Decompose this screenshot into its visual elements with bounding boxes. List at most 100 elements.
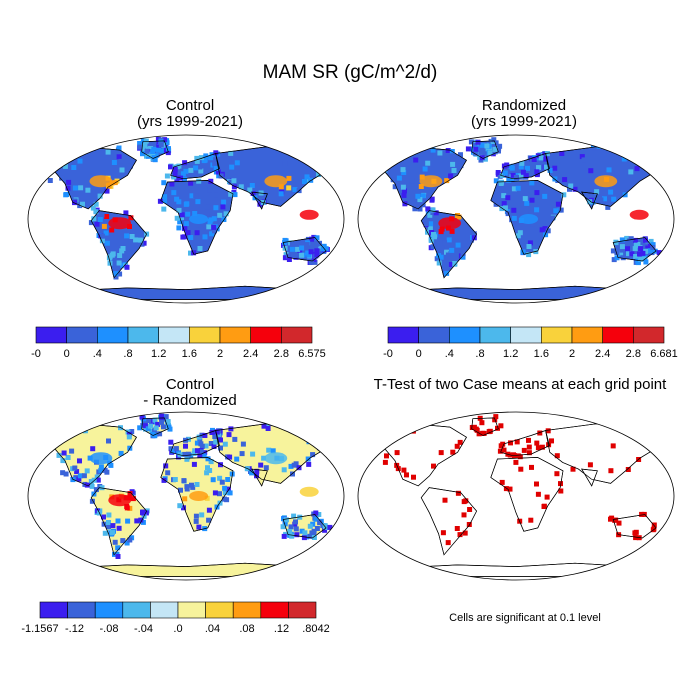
grid-cell — [143, 138, 149, 144]
grid-cell — [497, 448, 503, 454]
colorbar-swatch — [602, 326, 634, 344]
grid-cell — [309, 437, 315, 442]
grid-cell — [64, 155, 70, 161]
grid-cell — [501, 201, 507, 207]
grid-cell — [534, 169, 540, 175]
grid-cell — [44, 431, 50, 437]
grid-cell — [116, 154, 122, 160]
grid-cell — [391, 148, 397, 154]
grid-cell — [502, 205, 508, 211]
grid-cell — [534, 440, 540, 446]
grid-cell — [456, 214, 462, 220]
grid-cell — [218, 445, 223, 451]
grid-cell — [640, 240, 646, 246]
grid-cell — [76, 476, 82, 482]
grid-cell — [462, 530, 468, 536]
grid-cell — [99, 233, 105, 239]
grid-cell — [45, 426, 51, 432]
grid-cell — [222, 441, 228, 447]
grid-cell — [293, 519, 298, 525]
grid-cell — [476, 431, 482, 437]
grid-cell — [110, 251, 116, 257]
grid-cell — [495, 170, 501, 175]
grid-cell — [554, 453, 560, 459]
grid-cell — [104, 214, 110, 219]
grid-cell — [431, 463, 436, 469]
grid-cell — [460, 254, 466, 260]
hotspot-region — [108, 217, 132, 230]
grid-cell — [309, 251, 315, 257]
grid-cell — [538, 155, 544, 161]
grid-cell — [208, 441, 214, 446]
grid-cell — [511, 215, 517, 221]
grid-cell — [419, 174, 425, 180]
grid-cell — [188, 250, 193, 256]
grid-cell — [46, 442, 52, 448]
grid-cell — [393, 153, 399, 159]
grid-cell — [322, 527, 328, 533]
grid-cell — [291, 253, 296, 259]
grid-cell — [97, 217, 103, 222]
grid-cell — [179, 209, 185, 215]
grid-cell — [99, 238, 105, 244]
grid-cell — [157, 431, 163, 437]
grid-cell — [44, 441, 50, 447]
colorbar-swatch — [280, 326, 313, 344]
continent-ant — [61, 562, 308, 577]
grid-cell — [161, 206, 167, 212]
grid-cell — [621, 156, 627, 162]
grid-cell — [184, 456, 190, 462]
grid-cell — [223, 211, 229, 217]
grid-cell — [88, 220, 94, 226]
grid-cell — [639, 511, 645, 517]
grid-cell — [163, 463, 169, 469]
grid-cell — [611, 196, 617, 202]
grid-cell — [498, 181, 504, 186]
grid-cell — [418, 184, 424, 189]
grid-cell — [545, 428, 551, 434]
grid-cell — [518, 173, 524, 179]
grid-cell — [195, 199, 201, 205]
grid-cell — [431, 232, 436, 237]
grid-cell — [221, 199, 227, 205]
grid-cell — [249, 183, 255, 188]
grid-cell — [294, 532, 300, 538]
coastline-au — [612, 514, 657, 539]
grid-cell — [124, 505, 130, 511]
grid-cell — [159, 148, 165, 154]
grid-cell — [542, 193, 548, 199]
grid-cell — [530, 221, 536, 227]
grid-cell — [587, 462, 593, 468]
grid-cell — [422, 166, 428, 172]
grid-cell — [81, 473, 87, 479]
grid-cell — [180, 171, 186, 177]
grid-cell — [231, 184, 237, 190]
grid-cell — [36, 156, 42, 162]
grid-cell — [207, 219, 213, 225]
grid-cell — [281, 242, 286, 248]
grid-cell — [438, 450, 444, 456]
grid-cell — [93, 201, 99, 207]
colorbar-swatch — [232, 601, 262, 619]
grid-cell — [197, 246, 203, 251]
grid-cell — [88, 479, 94, 484]
grid-cell — [325, 166, 331, 172]
grid-cell — [445, 148, 451, 153]
grid-cell — [152, 433, 158, 439]
grid-cell — [314, 252, 320, 258]
grid-cell — [161, 424, 166, 430]
colorbar-label: 6.681 — [650, 348, 678, 360]
grid-cell — [376, 444, 382, 450]
map-frame — [357, 134, 675, 304]
grid-cell — [97, 193, 103, 199]
grid-cell — [222, 485, 228, 491]
hotspot-region — [189, 491, 209, 501]
grid-cell — [219, 479, 225, 485]
grid-cell — [101, 223, 107, 229]
grid-cell — [157, 198, 163, 204]
grid-cell — [651, 526, 657, 532]
grid-cell — [254, 473, 259, 479]
grid-cell — [177, 219, 183, 225]
grid-cell — [153, 425, 159, 431]
grid-cell — [80, 201, 85, 207]
